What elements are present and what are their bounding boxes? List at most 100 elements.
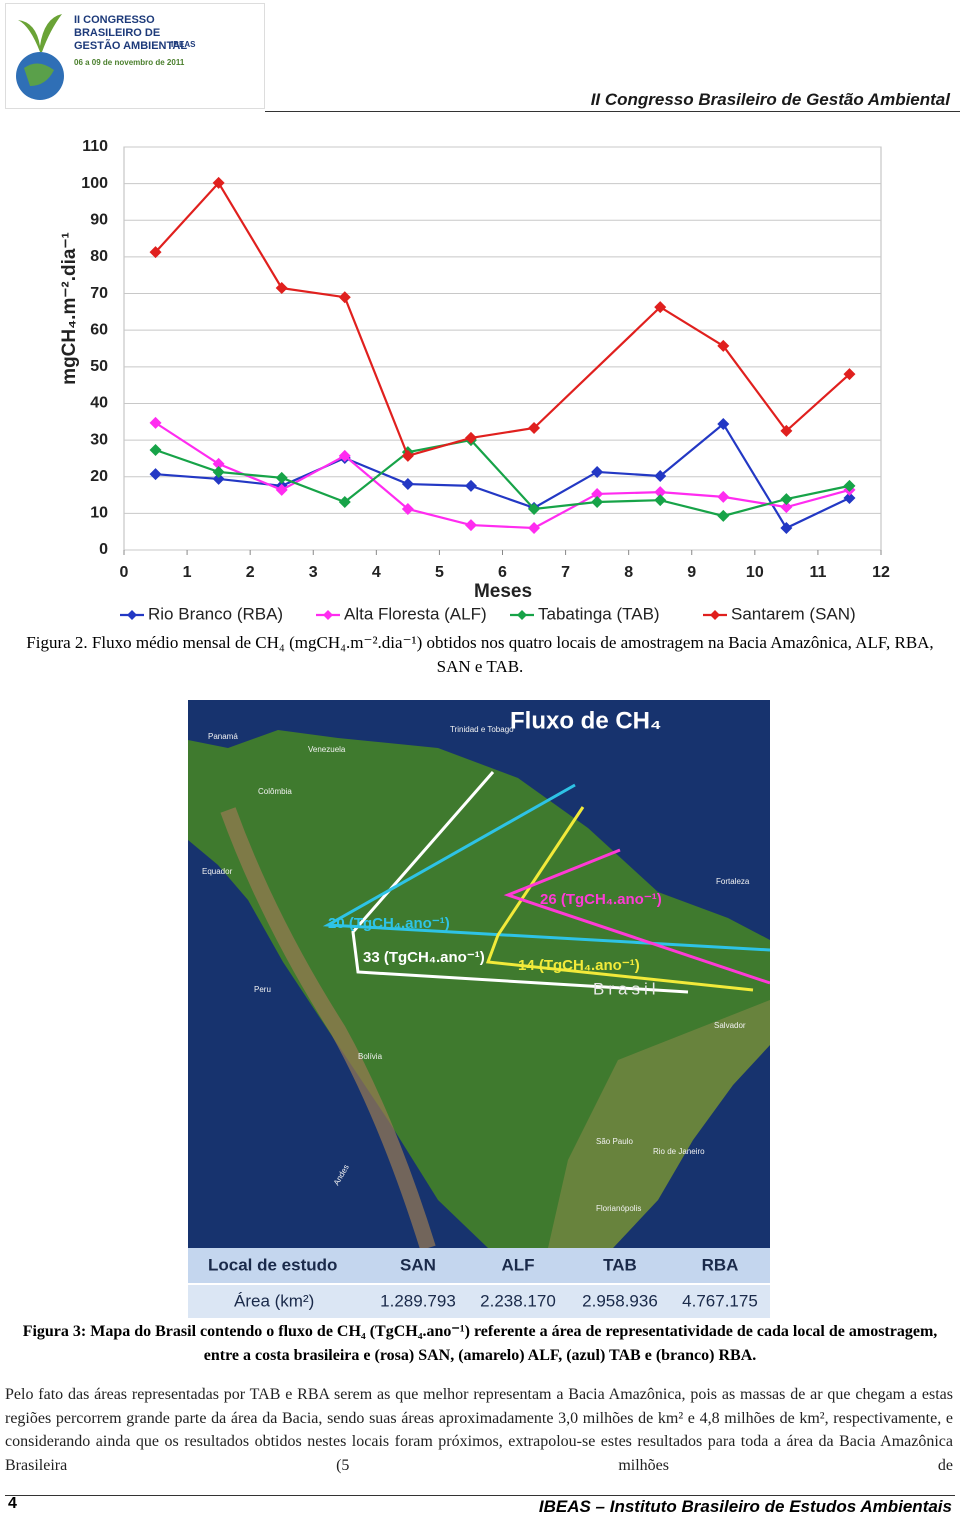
data-point bbox=[464, 519, 477, 532]
land-dry bbox=[548, 1000, 770, 1248]
data-point bbox=[338, 496, 351, 509]
place-label: Fortaleza bbox=[716, 877, 750, 886]
data-point bbox=[275, 471, 288, 484]
x-tick-label: 9 bbox=[687, 564, 696, 581]
place-label: Trinidad e Tobago bbox=[450, 725, 514, 734]
series-line bbox=[154, 421, 850, 530]
x-tick-label: 11 bbox=[809, 564, 826, 581]
x-tick-label: 6 bbox=[498, 564, 507, 581]
place-label: Equador bbox=[202, 867, 233, 876]
area-boundary-tab bbox=[322, 783, 770, 952]
data-point bbox=[591, 487, 604, 500]
table-header-cell: SAN bbox=[400, 1255, 436, 1274]
data-point bbox=[654, 494, 667, 507]
data-point bbox=[401, 502, 414, 515]
andes-range bbox=[220, 807, 436, 1251]
logo: II CONGRESSO BRASILEIRO DE GESTÃO AMBIEN… bbox=[5, 3, 265, 109]
y-tick-label: 40 bbox=[90, 395, 108, 412]
data-point bbox=[717, 417, 730, 430]
data-point bbox=[528, 522, 541, 535]
data-point bbox=[717, 490, 730, 503]
data-point bbox=[654, 469, 667, 482]
y-tick-label: 10 bbox=[90, 505, 108, 522]
area-boundary-san bbox=[503, 848, 770, 985]
map-figure: Fluxo de CH₄ 20 (TgCH₄.ano⁻¹) 33 (TgCH₄.an… bbox=[188, 700, 770, 1318]
legend-marker bbox=[127, 610, 137, 620]
table-header-cell: TAB bbox=[603, 1255, 637, 1274]
country-label: Brasil bbox=[593, 979, 660, 998]
data-point bbox=[464, 431, 477, 444]
data-point bbox=[780, 424, 793, 437]
y-tick-label: 80 bbox=[90, 248, 108, 265]
y-tick-label: 90 bbox=[90, 211, 108, 228]
place-label: Venezuela bbox=[308, 745, 346, 754]
place-label: Peru bbox=[254, 985, 271, 994]
flux-label: 33 (TgCH₄.ano⁻¹) bbox=[363, 949, 485, 966]
area-boundary-rba bbox=[351, 771, 689, 994]
data-point bbox=[275, 282, 288, 295]
data-point bbox=[464, 479, 477, 492]
place-label: Bolívia bbox=[358, 1052, 383, 1061]
place-label: Panamá bbox=[208, 732, 238, 741]
data-point bbox=[780, 522, 793, 535]
data-point bbox=[654, 301, 667, 314]
data-point bbox=[843, 368, 856, 381]
legend-marker bbox=[517, 610, 527, 620]
figure-caption: Figura 3: Mapa do Brasil contendo o flux… bbox=[22, 1323, 938, 1364]
data-point bbox=[717, 509, 730, 522]
logo-line: BRASILEIRO DE bbox=[74, 27, 161, 39]
data-point bbox=[780, 501, 793, 514]
x-tick-label: 7 bbox=[561, 564, 570, 581]
data-point bbox=[717, 339, 730, 352]
y-tick-label: 110 bbox=[82, 138, 108, 155]
footer-rule bbox=[5, 1495, 955, 1496]
data-point bbox=[591, 465, 604, 478]
legend-marker bbox=[710, 610, 720, 620]
y-tick-label: 0 bbox=[99, 541, 108, 558]
data-point bbox=[401, 449, 414, 462]
data-point bbox=[338, 449, 351, 462]
flux-label: 20 (TgCH₄.ano⁻¹) bbox=[328, 915, 450, 932]
logo-line: 06 a 09 de novembro de 2011 bbox=[74, 58, 185, 67]
footer-text: IBEAS – Instituto Brasileiro de Estudos … bbox=[538, 1497, 952, 1516]
series-line bbox=[155, 438, 850, 518]
x-axis-label: Meses bbox=[474, 581, 532, 602]
y-tick-label: 60 bbox=[90, 321, 108, 338]
data-point bbox=[780, 493, 793, 506]
data-point bbox=[528, 502, 541, 515]
table-header-cell: Local de estudo bbox=[208, 1255, 337, 1274]
x-tick-label: 3 bbox=[309, 564, 318, 581]
flux-label: 14 (TgCH₄.ano⁻¹) bbox=[518, 957, 640, 974]
data-point bbox=[212, 465, 225, 478]
x-tick-label: 1 bbox=[183, 564, 192, 581]
y-tick-label: 20 bbox=[90, 468, 108, 485]
data-point bbox=[528, 422, 541, 435]
logo-line: GESTÃO AMBIENTAL bbox=[74, 40, 188, 52]
table-header-cell: RBA bbox=[702, 1255, 739, 1274]
figure-caption: Figura 2. Fluxo médio mensal de CH₄ (mgC… bbox=[26, 633, 934, 676]
logo-icon bbox=[16, 14, 64, 100]
table-cell: 1.289.793 bbox=[380, 1291, 456, 1310]
place-label: Rio de Janeiro bbox=[653, 1147, 705, 1156]
data-point bbox=[338, 291, 351, 304]
legend-marker bbox=[323, 610, 333, 620]
header-title: II Congresso Brasileiro de Gestão Ambien… bbox=[590, 90, 950, 109]
data-point bbox=[149, 468, 162, 481]
place-label: São Paulo bbox=[596, 1137, 633, 1146]
x-tick-label: 10 bbox=[746, 564, 764, 581]
data-point bbox=[149, 416, 162, 429]
flux-label: 26 (TgCH₄.ano⁻¹) bbox=[540, 891, 662, 908]
page-number: 4 bbox=[8, 1495, 17, 1512]
y-tick-label: 30 bbox=[90, 431, 108, 448]
legend-label: Rio Branco (RBA) bbox=[148, 604, 283, 623]
data-point bbox=[843, 491, 856, 504]
logo-line: II CONGRESSO bbox=[74, 14, 155, 26]
x-tick-label: 4 bbox=[372, 564, 381, 581]
x-tick-label: 0 bbox=[120, 564, 129, 581]
body-paragraph: Pelo fato das áreas representadas por TA… bbox=[5, 1386, 953, 1474]
data-point bbox=[149, 246, 162, 259]
legend-label: Tabatinga (TAB) bbox=[538, 604, 660, 623]
legend-label: Santarem (SAN) bbox=[731, 604, 856, 623]
x-tick-label: 8 bbox=[624, 564, 633, 581]
data-point bbox=[212, 176, 225, 189]
